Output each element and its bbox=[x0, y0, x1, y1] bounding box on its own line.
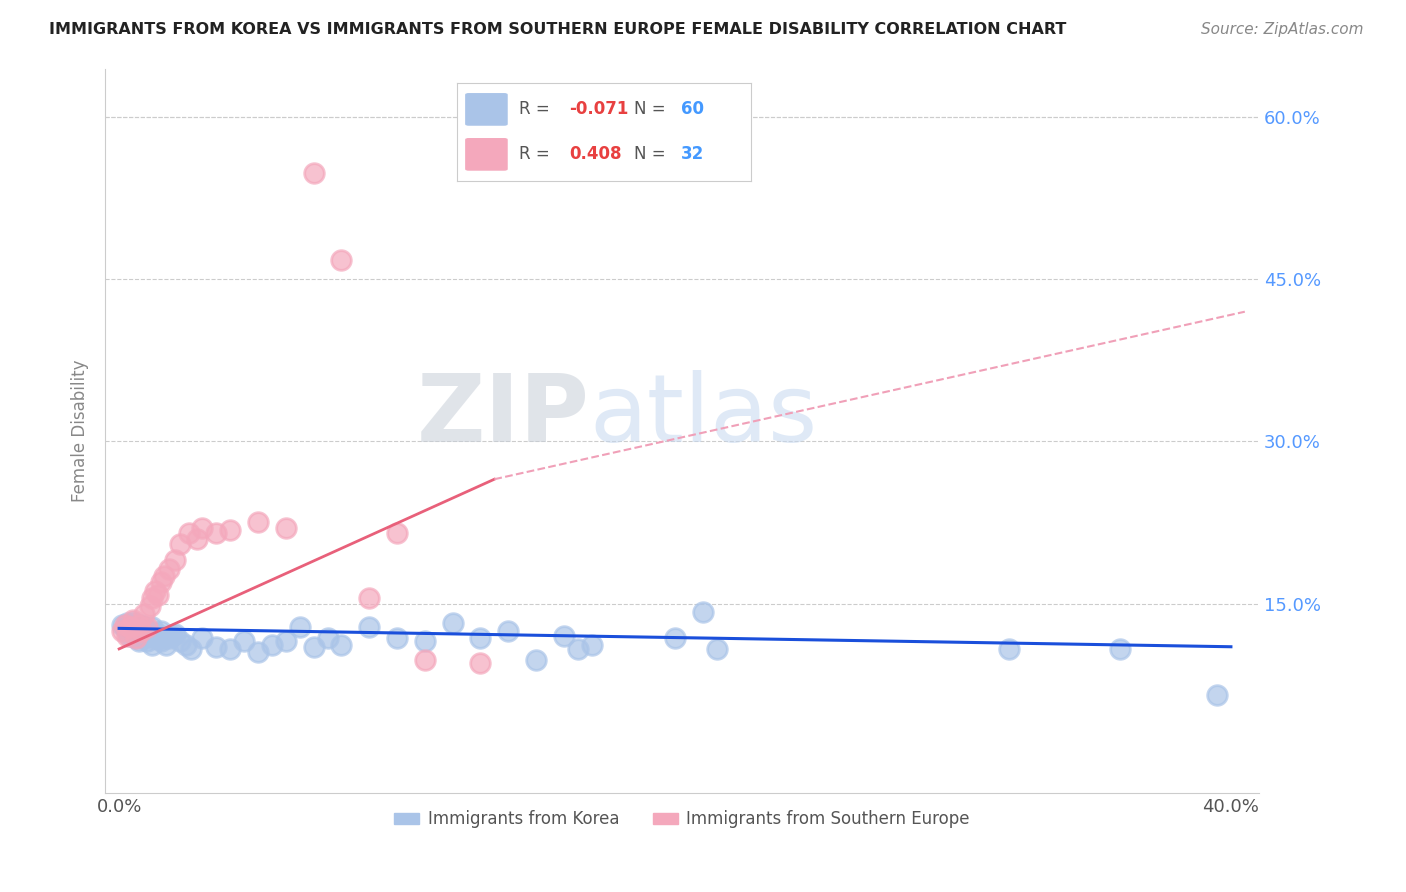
Point bbox=[581, 638, 603, 652]
Text: IMMIGRANTS FROM KOREA VS IMMIGRANTS FROM SOUTHERN EUROPE FEMALE DISABILITY CORRE: IMMIGRANTS FROM KOREA VS IMMIGRANTS FROM… bbox=[49, 22, 1067, 37]
Point bbox=[141, 591, 163, 606]
Point bbox=[274, 634, 297, 648]
Point bbox=[149, 624, 172, 638]
Point bbox=[316, 631, 339, 645]
Point bbox=[122, 624, 145, 638]
Point bbox=[1206, 689, 1229, 703]
Text: ZIP: ZIP bbox=[416, 370, 589, 462]
Point bbox=[470, 631, 492, 645]
Legend: Immigrants from Korea, Immigrants from Southern Europe: Immigrants from Korea, Immigrants from S… bbox=[388, 804, 976, 835]
Point bbox=[260, 638, 283, 652]
Point bbox=[125, 631, 148, 645]
Point bbox=[1108, 641, 1130, 656]
Point bbox=[128, 634, 150, 648]
Point bbox=[169, 634, 191, 648]
Point bbox=[205, 640, 228, 654]
Point bbox=[174, 638, 197, 652]
Point bbox=[111, 618, 134, 632]
Point bbox=[219, 523, 242, 537]
Point bbox=[997, 641, 1019, 656]
Point bbox=[567, 641, 589, 656]
Point bbox=[160, 629, 183, 643]
Point bbox=[120, 629, 142, 643]
Point bbox=[359, 591, 381, 606]
Point bbox=[191, 521, 214, 535]
Point bbox=[138, 599, 160, 613]
Point bbox=[152, 631, 174, 645]
Point bbox=[302, 166, 325, 180]
Point bbox=[186, 532, 208, 546]
Point bbox=[146, 588, 169, 602]
Point bbox=[359, 620, 381, 634]
Point bbox=[149, 574, 172, 589]
Point bbox=[120, 620, 142, 634]
Point bbox=[205, 526, 228, 541]
Point bbox=[149, 634, 172, 648]
Point bbox=[247, 516, 270, 530]
Y-axis label: Female Disability: Female Disability bbox=[72, 359, 89, 502]
Point bbox=[180, 641, 202, 656]
Point bbox=[470, 656, 492, 670]
Text: Source: ZipAtlas.com: Source: ZipAtlas.com bbox=[1201, 22, 1364, 37]
Point bbox=[219, 641, 242, 656]
Point bbox=[706, 641, 728, 656]
Text: atlas: atlas bbox=[589, 370, 818, 462]
Point bbox=[134, 631, 156, 645]
Point bbox=[302, 640, 325, 654]
Point bbox=[135, 634, 157, 648]
Point bbox=[191, 631, 214, 645]
Point bbox=[330, 638, 353, 652]
Point bbox=[125, 620, 148, 634]
Point bbox=[131, 629, 153, 643]
Point bbox=[441, 615, 464, 630]
Point bbox=[143, 583, 166, 598]
Point bbox=[125, 631, 148, 645]
Point bbox=[138, 629, 160, 643]
Point bbox=[288, 620, 311, 634]
Point bbox=[117, 624, 139, 638]
Point bbox=[114, 620, 136, 634]
Point bbox=[134, 620, 156, 634]
Point bbox=[131, 624, 153, 638]
Point bbox=[146, 627, 169, 641]
Point bbox=[152, 569, 174, 583]
Point bbox=[330, 252, 353, 267]
Point bbox=[664, 631, 686, 645]
Point bbox=[177, 526, 200, 541]
Point bbox=[111, 624, 134, 638]
Point bbox=[247, 645, 270, 659]
Point bbox=[128, 624, 150, 638]
Point bbox=[128, 618, 150, 632]
Point bbox=[524, 653, 547, 667]
Point bbox=[135, 624, 157, 638]
Point bbox=[141, 638, 163, 652]
Point bbox=[155, 638, 177, 652]
Point bbox=[413, 634, 436, 648]
Point bbox=[157, 631, 180, 645]
Point bbox=[163, 627, 186, 641]
Point bbox=[163, 553, 186, 567]
Point bbox=[496, 624, 519, 638]
Point bbox=[117, 615, 139, 630]
Point bbox=[413, 653, 436, 667]
Point bbox=[122, 613, 145, 627]
Point bbox=[143, 631, 166, 645]
Point bbox=[233, 634, 256, 648]
Point bbox=[385, 526, 408, 541]
Point bbox=[553, 629, 575, 643]
Point bbox=[157, 562, 180, 576]
Point bbox=[122, 615, 145, 629]
Point bbox=[117, 629, 139, 643]
Point bbox=[141, 620, 163, 634]
Point bbox=[692, 605, 714, 619]
Point bbox=[385, 631, 408, 645]
Point bbox=[114, 618, 136, 632]
Point bbox=[169, 537, 191, 551]
Point bbox=[135, 620, 157, 634]
Point bbox=[120, 618, 142, 632]
Point bbox=[131, 618, 153, 632]
Point bbox=[134, 607, 156, 622]
Point bbox=[274, 521, 297, 535]
